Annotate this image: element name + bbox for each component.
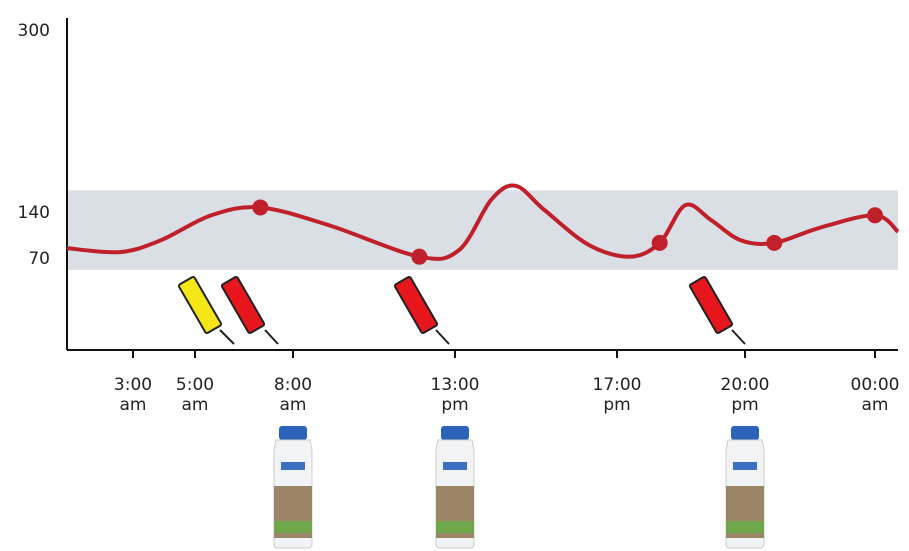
reading-dot xyxy=(652,235,668,251)
markers xyxy=(178,276,745,344)
reading-dot xyxy=(766,235,782,251)
y-tick-label: 140 xyxy=(18,203,50,223)
reading-dot xyxy=(867,207,883,223)
reading-dot xyxy=(411,249,427,265)
bottles xyxy=(274,426,764,548)
y-tick-label: 70 xyxy=(28,249,50,269)
reading-dot xyxy=(252,199,268,215)
y-tick-label: 300 xyxy=(18,21,50,41)
chart: 70 140 300 3:00am 5:00am 8:00am 13:00pm 17:00pm… xyxy=(0,0,909,551)
target-range xyxy=(67,190,898,269)
